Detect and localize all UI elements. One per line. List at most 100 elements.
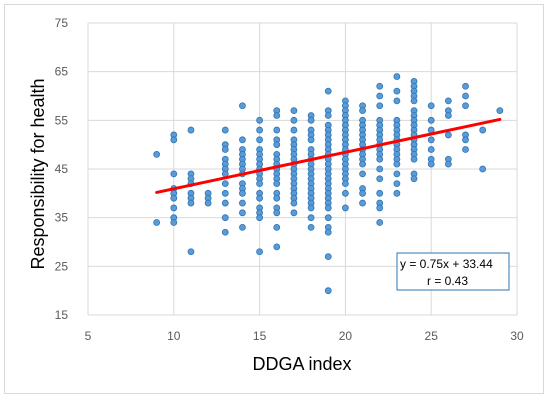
data-point bbox=[444, 112, 452, 119]
data-point bbox=[462, 92, 469, 100]
data-point bbox=[221, 180, 229, 188]
y-tick-label: 45 bbox=[55, 162, 69, 176]
data-point bbox=[359, 189, 366, 197]
data-point bbox=[393, 189, 401, 197]
x-tick-label: 30 bbox=[510, 329, 524, 343]
data-point bbox=[256, 126, 264, 134]
y-tick-label: 15 bbox=[55, 308, 69, 322]
data-point bbox=[393, 180, 401, 188]
data-point bbox=[496, 107, 504, 114]
data-point bbox=[341, 204, 349, 212]
x-tick-label: 15 bbox=[253, 329, 267, 343]
data-point bbox=[427, 102, 435, 110]
data-point bbox=[479, 126, 487, 134]
data-point bbox=[239, 223, 246, 231]
data-point bbox=[410, 155, 418, 163]
data-point bbox=[256, 136, 264, 144]
data-point bbox=[359, 170, 366, 178]
data-point bbox=[170, 136, 178, 144]
data-point bbox=[273, 223, 281, 231]
data-point bbox=[462, 102, 469, 110]
data-point bbox=[393, 97, 401, 105]
y-axis-title: Responsibility for health bbox=[28, 78, 48, 269]
data-point bbox=[170, 170, 178, 178]
data-point bbox=[256, 214, 264, 222]
data-point bbox=[187, 248, 195, 256]
data-point bbox=[376, 189, 384, 197]
data-point bbox=[307, 136, 315, 144]
data-point bbox=[273, 141, 281, 149]
data-point bbox=[239, 102, 246, 110]
data-point bbox=[273, 243, 281, 251]
data-point bbox=[273, 180, 281, 188]
data-point bbox=[376, 155, 384, 163]
x-axis-title: DDGA index bbox=[252, 354, 351, 374]
data-point bbox=[221, 146, 229, 153]
data-point bbox=[221, 126, 229, 134]
data-point bbox=[290, 209, 298, 217]
data-point bbox=[324, 204, 332, 212]
data-point bbox=[324, 253, 332, 261]
x-tick-labels: 5 10 15 20 25 30 bbox=[85, 329, 524, 343]
data-point bbox=[393, 170, 401, 178]
data-point bbox=[376, 204, 384, 212]
data-point bbox=[204, 199, 212, 207]
data-point bbox=[239, 136, 246, 144]
data-point bbox=[153, 219, 161, 226]
data-point bbox=[376, 165, 384, 173]
data-point bbox=[376, 102, 384, 110]
data-point bbox=[256, 248, 264, 256]
y-tick-label: 55 bbox=[55, 113, 69, 127]
x-tick-label: 25 bbox=[425, 329, 439, 343]
data-point bbox=[376, 219, 384, 226]
data-point bbox=[239, 189, 246, 197]
y-tick-label: 25 bbox=[55, 259, 69, 273]
data-point bbox=[324, 112, 332, 119]
data-point bbox=[359, 107, 366, 114]
x-tick-label: 5 bbox=[85, 329, 92, 343]
data-point bbox=[153, 150, 161, 158]
annotation-equation: y = 0.75x + 33.44 bbox=[400, 257, 493, 271]
data-point bbox=[221, 228, 229, 236]
data-point bbox=[239, 199, 246, 207]
data-point bbox=[290, 126, 298, 134]
data-point bbox=[290, 107, 298, 114]
data-point bbox=[393, 87, 401, 95]
data-points bbox=[153, 73, 504, 295]
data-point bbox=[324, 228, 332, 236]
data-point bbox=[256, 194, 264, 202]
data-point bbox=[444, 97, 452, 105]
data-point bbox=[479, 165, 487, 173]
data-point bbox=[410, 175, 418, 183]
data-point bbox=[427, 116, 435, 124]
data-point bbox=[393, 160, 401, 168]
data-point bbox=[393, 73, 401, 80]
data-point bbox=[273, 209, 281, 217]
data-point bbox=[290, 116, 298, 124]
data-point bbox=[273, 112, 281, 119]
data-point bbox=[273, 126, 281, 134]
data-point bbox=[462, 82, 469, 90]
trendline bbox=[155, 117, 502, 194]
annotation-correlation: r = 0.43 bbox=[427, 274, 468, 288]
data-point bbox=[187, 199, 195, 207]
data-point bbox=[221, 199, 229, 207]
data-point bbox=[307, 204, 315, 212]
data-point bbox=[427, 160, 435, 168]
data-point bbox=[307, 223, 315, 231]
data-point bbox=[256, 116, 264, 124]
data-point bbox=[341, 180, 349, 188]
data-point bbox=[359, 160, 366, 168]
data-point bbox=[324, 287, 332, 295]
data-point bbox=[427, 136, 435, 144]
data-point bbox=[273, 194, 281, 202]
data-point bbox=[307, 214, 315, 222]
data-point bbox=[427, 146, 435, 153]
data-point bbox=[170, 194, 178, 202]
annotation-box bbox=[396, 252, 510, 291]
x-tick-label: 20 bbox=[339, 329, 353, 343]
data-point bbox=[359, 199, 366, 207]
data-point bbox=[462, 146, 469, 153]
y-tick-label: 65 bbox=[55, 65, 69, 79]
data-point bbox=[376, 92, 384, 100]
